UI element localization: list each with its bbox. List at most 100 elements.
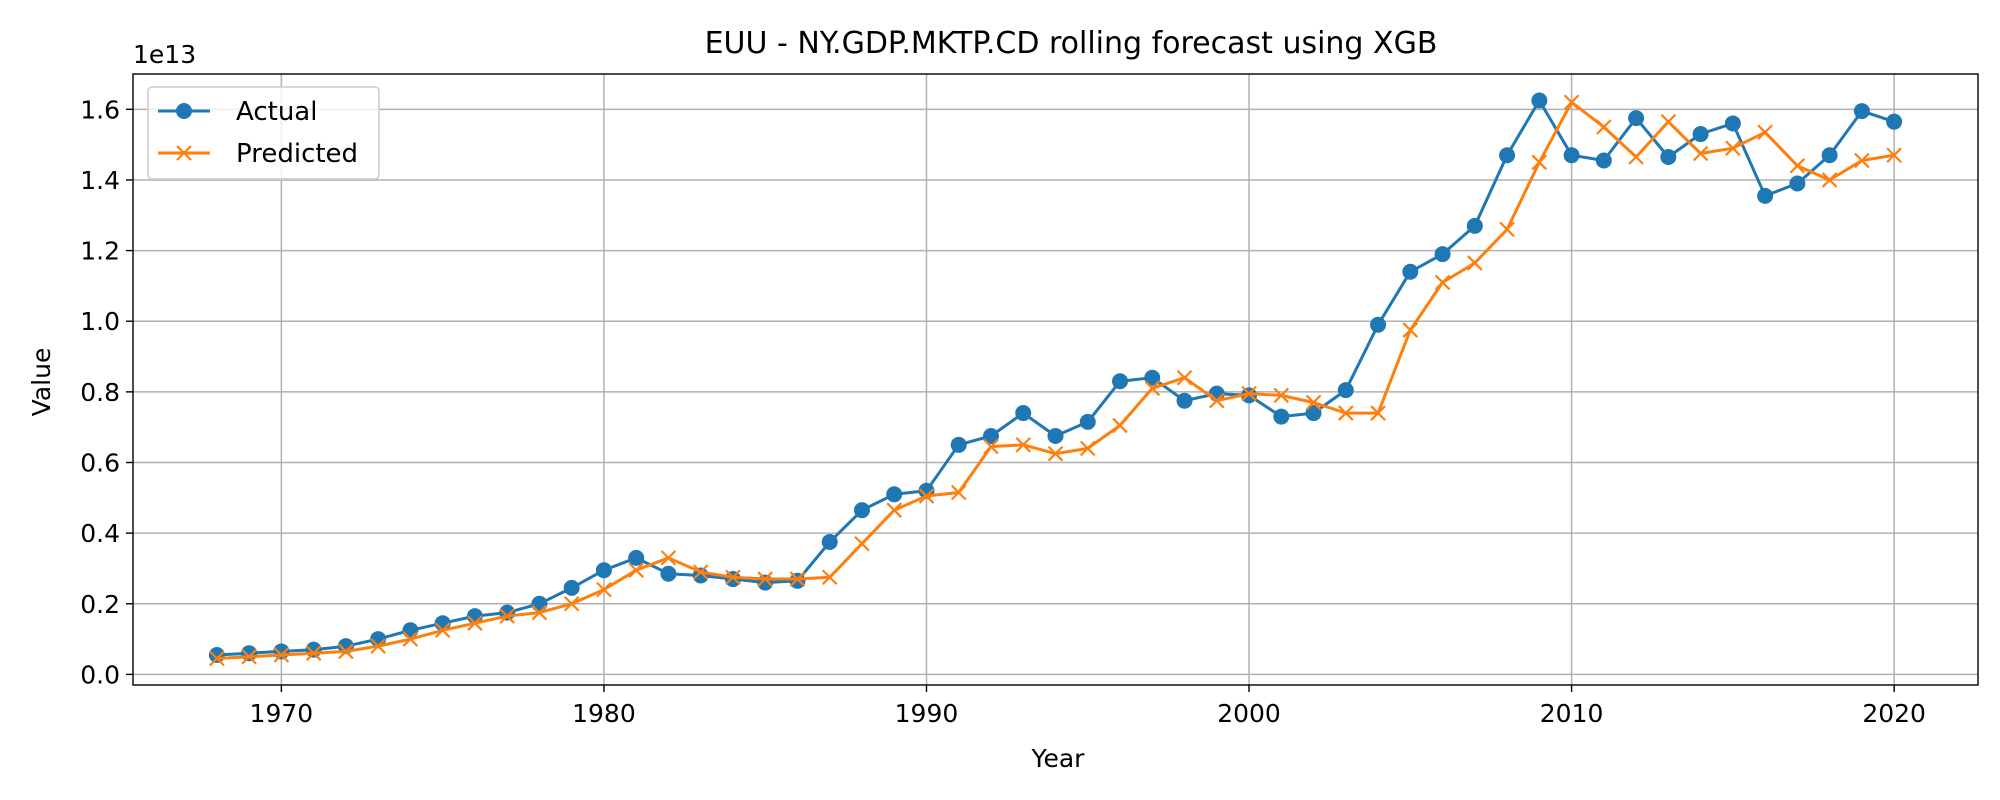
- predicted-point: [1628, 149, 1644, 165]
- actual-point: [241, 645, 258, 662]
- x-marker-stroke: [1305, 394, 1322, 411]
- predicted-point: [241, 648, 257, 665]
- plot-frame: [132, 73, 1979, 686]
- actual-point: [1015, 405, 1032, 422]
- predicted-point: [1660, 113, 1677, 130]
- y-tick-label: 1.6: [80, 95, 120, 124]
- actual-point: [1176, 392, 1193, 409]
- y-tick-label: 0.2: [80, 590, 120, 619]
- predicted-point: [1467, 255, 1483, 271]
- x-marker-stroke: [338, 643, 354, 660]
- actual-point: [1724, 115, 1741, 132]
- x-marker-stroke: [1499, 221, 1515, 238]
- actual-point: [1757, 187, 1774, 204]
- predicted-point: [1112, 417, 1128, 434]
- y-tick-label: 0.8: [80, 378, 120, 407]
- actual-point: [950, 436, 967, 453]
- actual-point: [1466, 217, 1483, 234]
- actual-point: [1337, 382, 1354, 399]
- x-marker-stroke: [1241, 385, 1257, 402]
- actual-point: [1112, 373, 1129, 390]
- actual-point: [1370, 316, 1387, 333]
- predicted-point: [1144, 380, 1161, 397]
- actual-point: [1499, 147, 1516, 164]
- x-marker-stroke: [1079, 440, 1096, 457]
- x-marker-stroke: [563, 595, 580, 612]
- actual-point: [1789, 175, 1806, 192]
- x-marker-stroke: [918, 488, 935, 504]
- actual-point: [1079, 413, 1096, 430]
- x-marker-stroke: [757, 571, 773, 587]
- actual-point: [1886, 113, 1903, 130]
- predicted-point: [1886, 147, 1902, 164]
- predicted-point: [692, 564, 709, 580]
- predicted-point: [1402, 322, 1419, 338]
- x-marker-stroke: [725, 569, 741, 586]
- predicted-point: [1241, 385, 1257, 402]
- predicted-point: [1692, 145, 1709, 162]
- y-tick-label: 0.0: [80, 660, 120, 689]
- x-marker-stroke: [1015, 437, 1032, 453]
- actual-point: [886, 486, 903, 503]
- x-marker-stroke: [854, 535, 870, 552]
- actual-point: [1692, 126, 1709, 143]
- predicted-point: [1531, 154, 1548, 171]
- x-marker-stroke: [596, 581, 612, 598]
- predicted-point: [402, 631, 419, 647]
- x-tick-label: 2000: [1217, 699, 1281, 728]
- x-marker-stroke: [1047, 445, 1064, 462]
- predicted-point: [1176, 369, 1193, 386]
- predicted-point: [370, 638, 386, 654]
- predicted-point: [273, 647, 290, 663]
- predicted-point: [886, 502, 903, 518]
- x-marker-stroke: [1144, 380, 1161, 397]
- predicted-point: [531, 604, 548, 621]
- x-tick-label: 1980: [572, 699, 636, 728]
- predicted-point: [1079, 440, 1096, 457]
- y-tick-label: 1.4: [80, 166, 120, 195]
- actual-series: [208, 92, 1903, 663]
- predicted-point: [434, 622, 451, 639]
- predicted-point: [1208, 392, 1225, 409]
- y-axis-label: Value: [27, 348, 56, 417]
- chart-title: EUU - NY.GDP.MKTP.CD rolling forecast us…: [705, 26, 1438, 61]
- legend-actual-label: Actual: [236, 97, 317, 127]
- y-multiplier-label: 1e13: [133, 40, 196, 69]
- actual-point: [1402, 263, 1419, 280]
- x-marker-stroke: [241, 648, 257, 665]
- x-marker-stroke: [467, 615, 483, 631]
- x-marker-stroke: [1370, 405, 1386, 421]
- x-marker-stroke: [692, 564, 709, 580]
- series-group: [208, 92, 1903, 667]
- x-marker-stroke: [1725, 140, 1741, 156]
- x-marker-stroke: [1467, 255, 1483, 271]
- actual-point: [563, 579, 580, 596]
- predicted-point: [1273, 387, 1290, 404]
- actual-point: [531, 595, 548, 612]
- predicted-point: [1370, 405, 1386, 421]
- x-marker-stroke: [305, 645, 322, 661]
- x-marker-stroke: [789, 571, 806, 587]
- predicted-point: [1338, 405, 1354, 421]
- predicted-point: [499, 608, 515, 624]
- predicted-point: [1789, 158, 1806, 174]
- predicted-point: [757, 571, 773, 587]
- actual-point: [789, 572, 806, 589]
- actual-point: [1660, 148, 1677, 165]
- predicted-point: [983, 438, 999, 455]
- predicted-point: [1499, 221, 1515, 238]
- predicted-point: [1305, 394, 1322, 411]
- predicted-point: [563, 595, 580, 612]
- predicted-point: [950, 484, 967, 501]
- legend-predicted-marker: [176, 145, 192, 161]
- actual-point: [273, 643, 290, 660]
- x-marker-stroke: [370, 638, 386, 654]
- predicted-point: [305, 645, 322, 661]
- predicted-point: [467, 615, 483, 631]
- x-marker-stroke: [1176, 369, 1193, 386]
- x-marker-stroke: [660, 550, 677, 566]
- predicted-point: [1725, 140, 1741, 156]
- actual-point: [660, 565, 677, 582]
- actual-point: [1595, 152, 1612, 169]
